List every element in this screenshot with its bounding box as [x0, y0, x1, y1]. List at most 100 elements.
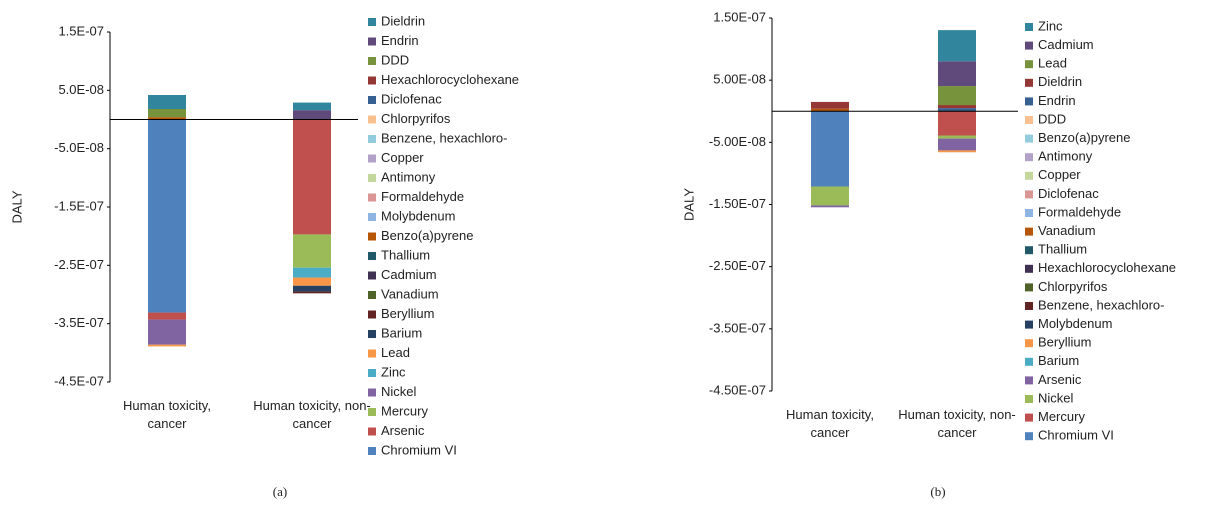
y-tick-label: 1.50E-07	[713, 9, 766, 24]
legend-swatch	[368, 427, 376, 436]
legend-label: Nickel	[1038, 390, 1074, 405]
legend-label: Thallium	[381, 247, 430, 262]
legend-swatch	[368, 252, 376, 260]
bar-segment	[938, 105, 976, 109]
bar-segment	[293, 291, 331, 294]
bar-segment	[938, 86, 976, 106]
bar-segment	[293, 119, 331, 235]
bar-segment	[811, 186, 849, 206]
legend-swatch	[1025, 376, 1033, 385]
legend-label: Chlorpyrifos	[381, 111, 451, 126]
bar-segment	[293, 285, 331, 292]
y-tick-label: -5.0E-08	[54, 140, 104, 155]
bar-segment	[938, 111, 976, 136]
legend-label: Formaldehyde	[381, 189, 464, 204]
legend-label: Chromium VI	[381, 442, 457, 457]
legend-swatch	[1025, 246, 1033, 255]
legend-swatch	[1025, 283, 1033, 292]
legend-label: DDD	[381, 52, 409, 67]
legend-label: Cadmium	[1038, 37, 1094, 52]
legend-label: Chromium VI	[1038, 428, 1114, 443]
y-tick-label: -1.50E-07	[709, 196, 766, 211]
bar-segment	[938, 61, 976, 87]
legend-swatch	[1025, 432, 1033, 441]
legend-label: Vanadium	[381, 286, 439, 301]
legend-label: Copper	[381, 150, 424, 165]
bar-segment	[938, 135, 976, 139]
bar-segment	[148, 95, 186, 109]
legend-label: Chlorpyrifos	[1038, 279, 1108, 294]
legend-swatch	[368, 57, 376, 65]
legend-swatch	[368, 115, 376, 124]
legend-swatch	[1025, 190, 1033, 199]
legend-label: Thallium	[1038, 242, 1087, 257]
panel-label: (a)	[273, 484, 287, 499]
legend-label: Beryllium	[1038, 335, 1091, 350]
legend-label: Arsenic	[381, 423, 425, 438]
legend-label: Cadmium	[381, 267, 437, 282]
bar-segment	[148, 312, 186, 320]
legend-swatch	[1025, 60, 1033, 69]
legend-swatch	[368, 76, 376, 85]
bar-segment	[148, 344, 186, 347]
legend-label: Antimony	[1038, 149, 1093, 164]
legend-swatch	[1025, 97, 1033, 106]
bar-segment	[293, 102, 331, 111]
y-tick-label: -5.00E-08	[709, 134, 766, 149]
bar-segment	[148, 319, 186, 345]
bar-segment	[938, 108, 976, 112]
x-tick-label: Human toxicity, cancer	[123, 398, 211, 431]
legend-swatch	[368, 193, 376, 202]
legend-swatch	[1025, 339, 1033, 348]
legend-swatch	[1025, 264, 1033, 273]
legend-swatch	[368, 213, 376, 221]
legend-swatch	[368, 330, 376, 338]
legend-swatch	[1025, 395, 1033, 403]
legend-label: Molybdenum	[381, 208, 455, 223]
y-axis-label: DALY	[681, 188, 696, 221]
legend-label: Lead	[1038, 56, 1067, 71]
legend-label: Dieldrin	[381, 13, 425, 28]
legend-label: Endrin	[1038, 93, 1076, 108]
bar-segment	[811, 205, 849, 208]
legend-swatch	[1025, 153, 1033, 162]
bar-segment	[148, 119, 186, 313]
panel-label: (b)	[930, 484, 945, 499]
legend-label: Zinc	[1038, 18, 1063, 33]
bar-segment	[811, 101, 849, 109]
x-tick-label: Human toxicity, non-cancer	[253, 398, 371, 431]
bar-segment	[293, 110, 331, 120]
legend-swatch	[368, 18, 376, 26]
y-tick-label: 1.5E-07	[58, 23, 104, 38]
y-tick-label: 5.00E-08	[713, 72, 766, 87]
legend-swatch	[1025, 78, 1033, 87]
legend-swatch	[1025, 320, 1033, 329]
legend-label: Benzo(a)pyrene	[1038, 130, 1131, 145]
bar-segment	[811, 111, 849, 187]
legend-label: Diclofenac	[1038, 186, 1099, 201]
y-tick-label: -2.50E-07	[709, 258, 766, 273]
legend-label: Barium	[381, 325, 422, 340]
bar-segment	[938, 138, 976, 151]
legend-swatch	[1025, 23, 1033, 31]
legend-label: Antimony	[381, 169, 436, 184]
bar-segment	[293, 277, 331, 286]
legend-swatch	[368, 291, 376, 299]
legend-label: DDD	[1038, 111, 1066, 126]
legend-label: Vanadium	[1038, 223, 1096, 238]
legend-swatch	[368, 349, 376, 358]
bar-segment	[938, 30, 976, 62]
legend-label: Hexachlorocyclohexane	[1038, 260, 1176, 275]
x-tick-label: Human toxicity, cancer	[786, 407, 874, 440]
legend-swatch	[1025, 357, 1033, 366]
bar-segment	[938, 150, 976, 153]
legend-label: Diclofenac	[381, 91, 442, 106]
legend-swatch	[368, 369, 376, 377]
legend-swatch	[368, 96, 376, 104]
y-tick-label: -3.5E-07	[54, 315, 104, 330]
bar-segment	[293, 267, 331, 278]
legend-label: Mercury	[381, 403, 428, 418]
legend-swatch	[368, 37, 376, 46]
y-tick-label: -1.5E-07	[54, 198, 104, 213]
